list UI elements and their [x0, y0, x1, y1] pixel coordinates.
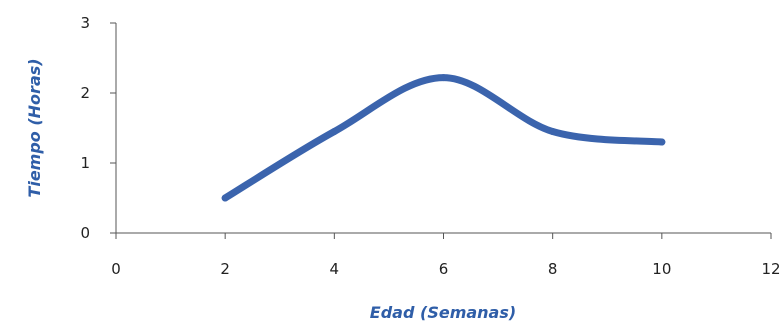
- data-point: [221, 194, 229, 202]
- x-tick-label: 10: [652, 260, 671, 278]
- data-point: [440, 74, 447, 82]
- y-tick-label: 1: [80, 154, 90, 172]
- x-axis-ticks: 0 2 4 6 8 10 12: [111, 233, 781, 278]
- x-tick-label: 6: [439, 260, 449, 278]
- x-tick-label: 12: [761, 260, 780, 278]
- data-point: [549, 128, 557, 135]
- y-axis-ticks: 0 1 2 3: [80, 14, 116, 242]
- y-tick-label: 2: [80, 84, 90, 102]
- x-tick-label: 8: [548, 260, 558, 278]
- y-axis-title: Tiempo (Horas): [25, 58, 44, 197]
- x-tick-label: 0: [111, 260, 121, 278]
- x-tick-label: 2: [220, 260, 230, 278]
- axes: [115, 23, 771, 234]
- x-axis-title: Edad (Semanas): [370, 303, 516, 322]
- series-line: [221, 74, 666, 202]
- x-tick-label: 4: [330, 260, 340, 278]
- data-point: [658, 138, 666, 146]
- y-tick-label: 3: [80, 14, 90, 32]
- y-tick-label: 0: [80, 224, 90, 242]
- series-layer: [221, 74, 666, 202]
- data-point: [330, 128, 338, 135]
